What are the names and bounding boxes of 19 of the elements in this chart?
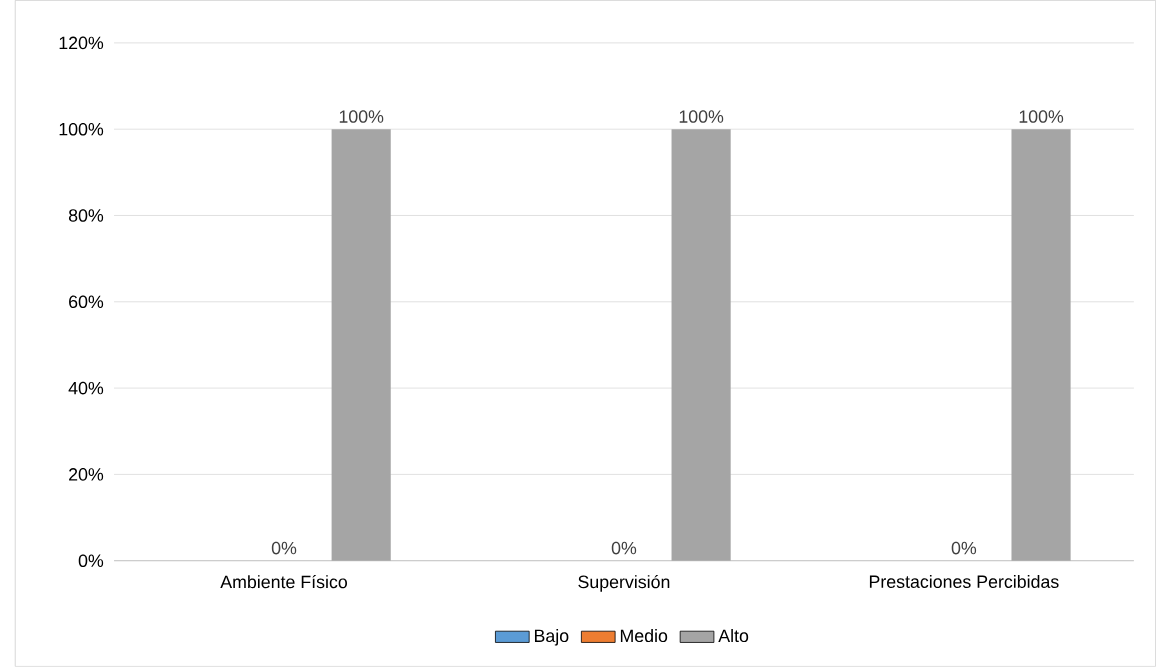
data-label: 0% <box>951 541 977 555</box>
x-tick-label: Ambiente Físico <box>220 574 348 589</box>
data-label: 100% <box>679 110 724 123</box>
y-tick-label: 60% <box>69 295 104 309</box>
x-tick-label: Prestaciones Percibidas <box>869 575 1059 589</box>
x-tick-label: Supervisión <box>578 574 670 592</box>
y-tick-label: 40% <box>68 381 104 395</box>
y-tick-label: 100% <box>59 122 104 136</box>
legend-label: Medio <box>620 629 668 643</box>
data-label: 100% <box>1019 110 1064 123</box>
data-label: 0% <box>611 541 637 555</box>
legend-label: Bajo <box>534 629 569 646</box>
data-label: 0% <box>271 541 297 555</box>
y-tick-label: 20% <box>69 468 104 481</box>
data-label: 100% <box>339 110 384 123</box>
legend-label: Alto <box>718 629 749 643</box>
y-tick-label: 0% <box>78 554 104 568</box>
y-tick-label: 120% <box>59 36 104 50</box>
y-tick-label: 80% <box>68 209 104 222</box>
